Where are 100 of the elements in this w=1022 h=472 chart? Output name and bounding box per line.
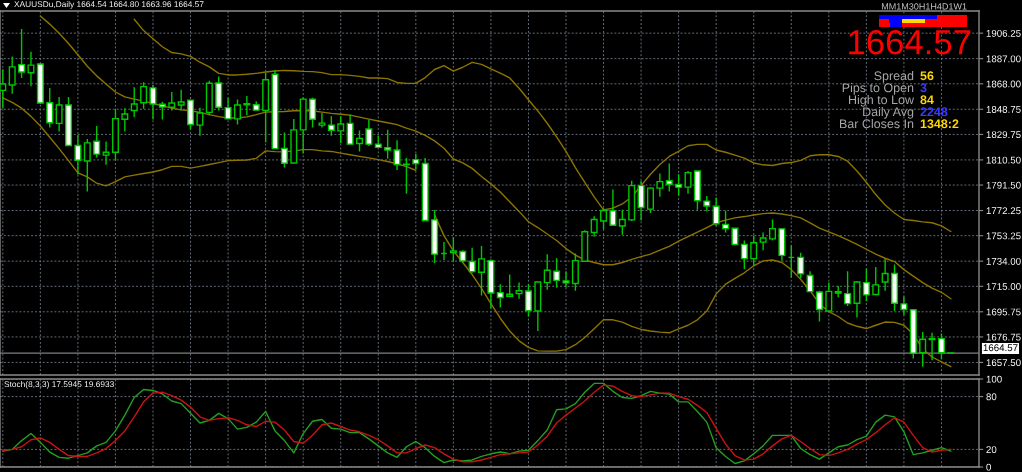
candlestick [787, 244, 795, 279]
candlestick [496, 283, 504, 309]
candlestick [290, 118, 298, 164]
candlestick [937, 332, 945, 360]
y-tick-label: 1848.75 [986, 106, 1021, 113]
candlestick [431, 209, 439, 264]
text: MM1M30H1H4D1W1 [881, 3, 967, 10]
candlestick [900, 295, 908, 316]
candlestick [862, 268, 870, 302]
y-tick-label: 1906.25 [986, 29, 1021, 37]
y-tick-label: 80 [986, 393, 997, 401]
y-tick-label: 1657.50 [986, 359, 1021, 367]
y-tick-label: 1829.75 [986, 131, 1021, 139]
candlestick [412, 153, 420, 171]
candlestick [299, 97, 307, 155]
annotation: 84 [920, 95, 934, 105]
candlestick [562, 270, 570, 289]
candlestick [712, 196, 720, 227]
y-tick-label: 1887.00 [986, 55, 1021, 63]
annotation: Spread [874, 71, 914, 83]
candlestick [656, 172, 664, 198]
candlestick [102, 140, 110, 166]
annotation: Daily Avg [863, 107, 914, 119]
candlestick [524, 283, 532, 318]
candlestick [853, 280, 861, 319]
annotation: 1348:2 [920, 119, 959, 129]
candlestick [93, 125, 101, 159]
ref-line-label: 1664.57 [983, 344, 1018, 352]
candlestick [768, 218, 777, 242]
candlestick [215, 75, 223, 112]
candlestick [581, 229, 589, 263]
candlestick [158, 101, 166, 121]
candlestick [468, 246, 476, 274]
candlestick [252, 100, 260, 112]
candlestick [731, 227, 739, 247]
candlestick [478, 245, 486, 297]
candlestick [543, 253, 551, 291]
candlestick [703, 195, 711, 213]
candlestick [909, 308, 917, 360]
y-tick-label: 20 [986, 446, 997, 454]
annotation: 2248 [920, 107, 948, 117]
candlestick [8, 55, 16, 95]
candlestick [600, 207, 608, 230]
candlestick [55, 96, 63, 133]
chart-title: Stoch(8,3,3) 17.5945 19.6933 [4, 381, 114, 389]
candlestick [928, 332, 936, 361]
candlestick [506, 273, 514, 298]
candlestick [355, 129, 364, 153]
candlestick [722, 210, 730, 234]
candlestick [65, 96, 73, 147]
y-tick-label: 1676.75 [986, 333, 1021, 341]
y-tick-label: 1772.25 [986, 207, 1021, 215]
annotation: 56 [920, 71, 934, 81]
y-tick-label: 1734.00 [986, 257, 1021, 265]
candlestick [515, 281, 523, 300]
candlestick [571, 252, 579, 292]
candlestick [825, 281, 833, 313]
candlestick [374, 134, 382, 149]
candlestick [449, 236, 457, 263]
candlestick [609, 188, 617, 227]
candlestick [534, 280, 542, 332]
candlestick [74, 134, 82, 176]
candlestick [421, 157, 429, 222]
candlestick [280, 131, 288, 169]
candlestick [337, 115, 345, 144]
candlestick [309, 97, 317, 129]
candlestick [759, 231, 767, 251]
candlestick [797, 252, 805, 280]
candlestick [628, 179, 636, 222]
y-tick-label: 1810.50 [986, 156, 1021, 164]
candlestick [881, 258, 889, 292]
candlestick [947, 352, 955, 355]
annotation: Bar Closes In [840, 119, 914, 129]
candlestick [384, 129, 392, 160]
candlestick [891, 263, 899, 312]
candlestick [590, 215, 598, 238]
candlestick [130, 86, 138, 118]
candlestick [646, 186, 654, 214]
candlestick [393, 139, 401, 171]
candlestick [187, 99, 195, 130]
y-tick-label: 1868.00 [986, 80, 1021, 88]
candlestick [637, 179, 645, 222]
candlestick [83, 138, 91, 193]
candlestick [18, 28, 26, 79]
candlestick [834, 285, 842, 298]
candlestick [402, 157, 410, 195]
candlestick [224, 97, 232, 121]
candlestick [121, 107, 129, 133]
candlestick [46, 87, 54, 129]
y-tick-label: 1753.25 [986, 232, 1021, 240]
candlestick [675, 173, 683, 196]
candlestick [140, 81, 148, 110]
candlestick [487, 258, 495, 310]
candlestick [196, 106, 204, 137]
candlestick [684, 170, 692, 195]
candlestick [919, 331, 927, 368]
candlestick [806, 270, 814, 293]
candlestick [36, 62, 44, 105]
candlestick [459, 249, 467, 264]
annotation: Pips to Open [842, 83, 914, 95]
